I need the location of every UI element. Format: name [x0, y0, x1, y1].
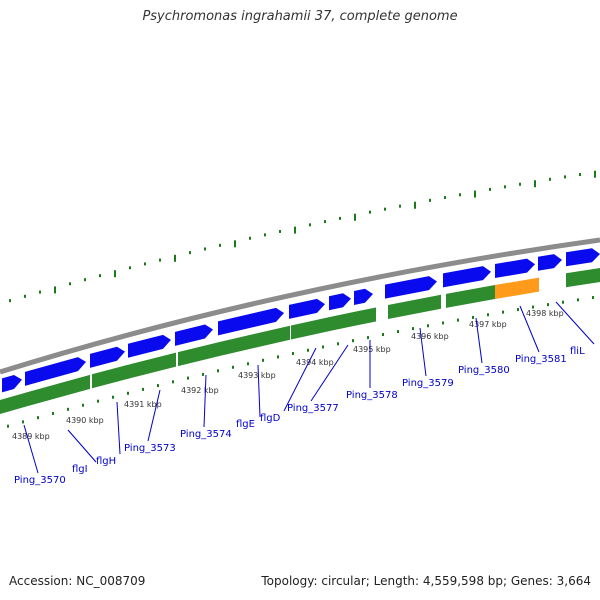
forward-gene[interactable] [128, 334, 171, 358]
leader-line [67, 429, 97, 463]
forward-gene[interactable] [218, 307, 284, 336]
gene-label[interactable]: Ping_3578 [346, 390, 398, 401]
forward-gene[interactable] [495, 258, 535, 279]
kbp-label: 4389 kbp [12, 432, 50, 441]
cds-feature[interactable] [28, 374, 90, 406]
forward-gene[interactable] [443, 266, 491, 288]
forward-gene[interactable] [25, 357, 86, 386]
gene-features [0, 248, 600, 414]
kbp-label: 4395 kbp [353, 345, 391, 354]
genome-summary-text: Topology: circular; Length: 4,559,598 bp… [261, 574, 591, 588]
gene-label[interactable]: Ping_3574 [180, 429, 232, 440]
cds-feature[interactable] [291, 316, 331, 340]
gene-label[interactable]: flgD [260, 413, 281, 424]
leader-line [519, 305, 540, 353]
leader-line [555, 301, 595, 345]
kbp-labels: 4389 kbp 4390 kbp 4391 kbp 4392 kbp 4393 kbp… [12, 309, 564, 441]
gene-label[interactable]: Ping_3573 [124, 443, 176, 454]
gene-labels: Ping_3570 flgI flgH Ping_3573 Ping_3574 flgE f… [14, 346, 585, 486]
cds-feature[interactable] [92, 364, 131, 389]
kbp-label: 4391 kbp [124, 400, 162, 409]
kbp-label: 4392 kbp [181, 386, 219, 395]
label-leader-lines [23, 301, 595, 474]
cds-feature[interactable] [0, 391, 28, 414]
kbp-label: 4393 kbp [238, 371, 276, 380]
cds-feature[interactable] [331, 311, 356, 331]
leader-line [23, 424, 39, 474]
gene-label[interactable]: Ping_3580 [458, 365, 510, 376]
leader-line [310, 344, 349, 402]
leader-line [116, 401, 121, 455]
gene-label[interactable]: Ping_3570 [14, 475, 66, 486]
gene-label[interactable]: fliL [570, 346, 585, 357]
leader-line [475, 317, 483, 364]
forward-gene[interactable] [329, 293, 351, 311]
cds-feature[interactable] [566, 268, 600, 288]
forward-gene[interactable] [538, 254, 562, 271]
outer-scale-ticks [9, 170, 596, 303]
forward-gene[interactable] [385, 276, 437, 299]
cds-feature[interactable] [219, 325, 290, 357]
inner-scale-ticks [7, 296, 594, 428]
cds-feature[interactable] [131, 352, 176, 379]
leader-line [419, 327, 427, 377]
kbp-label: 4397 kbp [469, 320, 507, 329]
leader-line [203, 374, 207, 428]
kbp-label: 4396 kbp [411, 332, 449, 341]
gene-label[interactable]: flgH [96, 456, 116, 467]
highlighted-cds[interactable] [495, 277, 539, 300]
cds-feature[interactable] [356, 307, 376, 326]
gene-label[interactable]: Ping_3577 [287, 403, 339, 414]
genome-backbone [0, 237, 600, 375]
leader-line [257, 364, 261, 418]
kbp-label: 4394 kbp [296, 358, 334, 367]
forward-gene[interactable] [566, 248, 600, 267]
forward-gene[interactable] [90, 346, 125, 368]
accession-text: Accession: NC_008709 [9, 574, 146, 588]
gene-label[interactable]: Ping_3581 [515, 354, 567, 365]
kbp-label: 4390 kbp [66, 416, 104, 425]
gene-label[interactable]: Ping_3579 [402, 378, 454, 389]
cds-feature[interactable] [446, 285, 495, 308]
forward-gene[interactable] [2, 374, 22, 393]
gene-label[interactable]: flgI [72, 464, 88, 475]
forward-gene[interactable] [175, 324, 213, 346]
leader-line [283, 347, 317, 412]
forward-gene[interactable] [289, 298, 325, 319]
cds-feature[interactable] [388, 294, 441, 320]
leader-line [147, 389, 161, 442]
gene-label[interactable]: flgE [236, 419, 255, 430]
kbp-label: 4398 kbp [526, 309, 564, 318]
cds-feature[interactable] [178, 342, 219, 367]
forward-gene[interactable] [354, 288, 373, 305]
map-title: Psychromonas ingrahamii 37, complete gen… [142, 9, 458, 24]
